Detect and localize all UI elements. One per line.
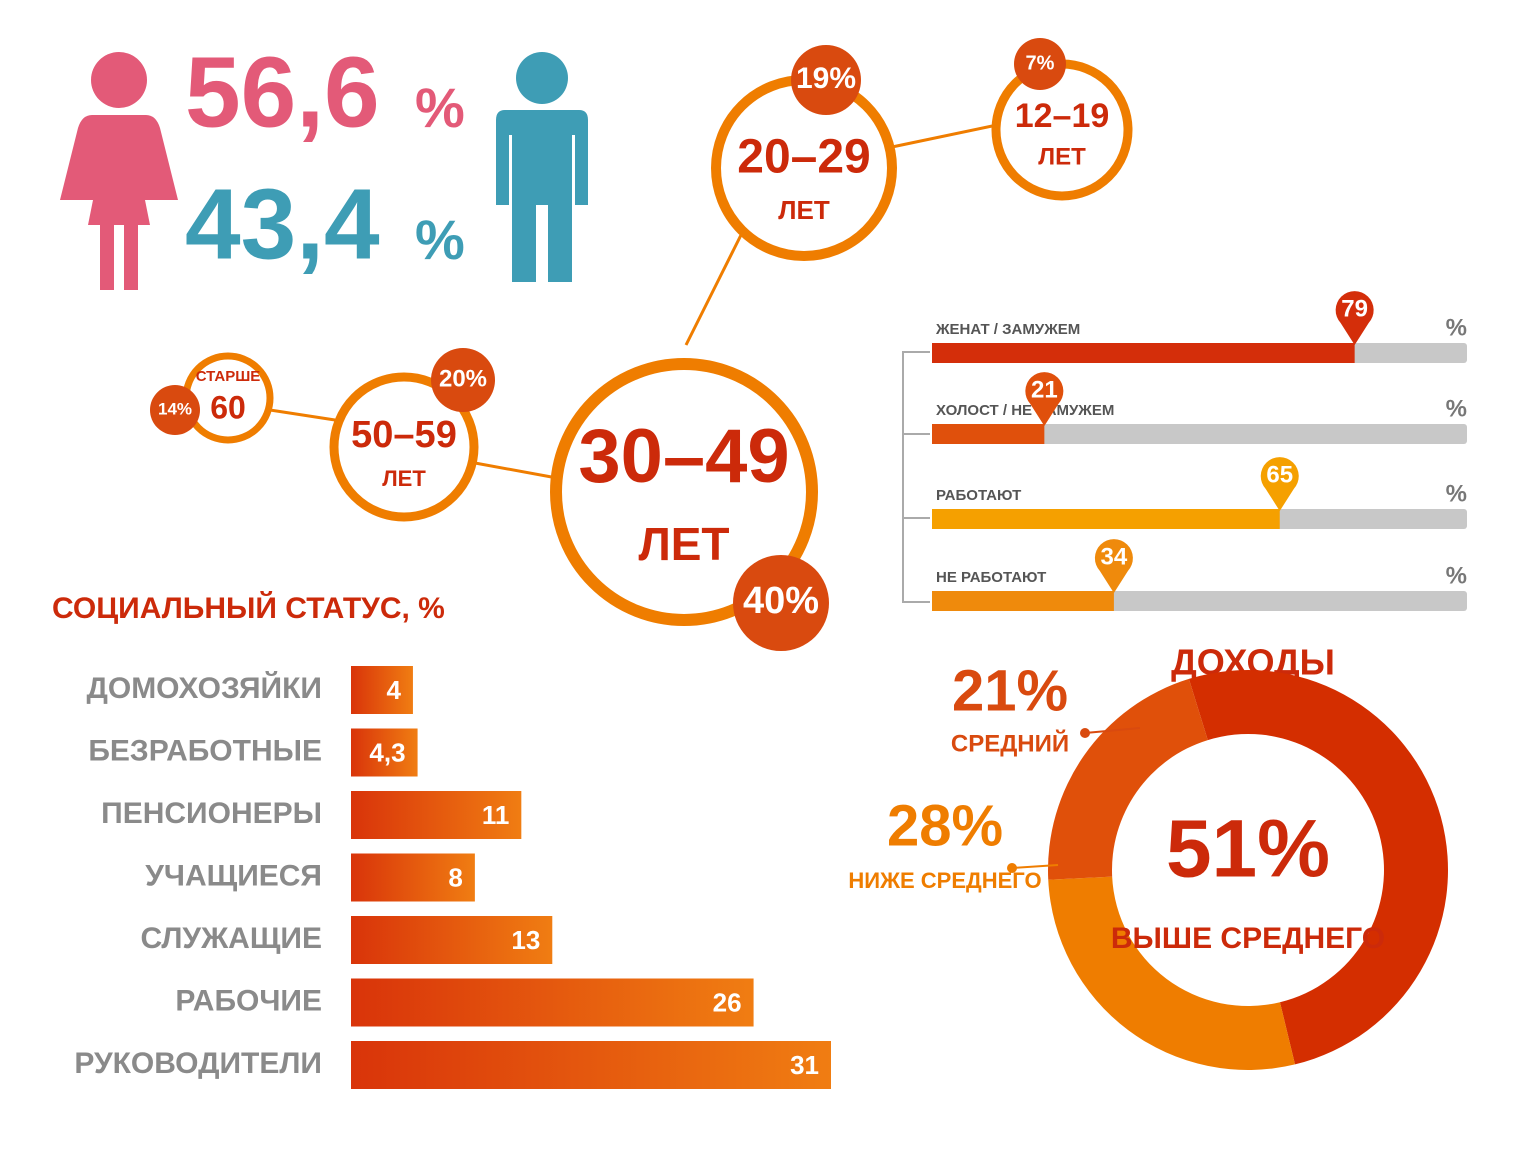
age-label: 12–19 bbox=[1015, 97, 1110, 135]
connector bbox=[269, 408, 336, 422]
unit-label: % bbox=[1446, 480, 1467, 507]
category-label: ВЫШЕ СРЕДНЕГО bbox=[1111, 922, 1385, 955]
bar bbox=[351, 853, 475, 902]
value-label: 8 bbox=[448, 862, 462, 892]
category-label: СЛУЖАЩИЕ bbox=[140, 922, 322, 955]
connector bbox=[474, 461, 558, 480]
percent-sign: % bbox=[415, 76, 465, 139]
category-label: УЧАЩИЕСЯ bbox=[145, 859, 322, 892]
bar bbox=[351, 978, 754, 1027]
value-label: 4 bbox=[386, 675, 401, 705]
category-label: РАБОЧИЕ bbox=[175, 984, 322, 1017]
category-label: СРЕДНИЙ bbox=[951, 729, 1069, 757]
unit-label: % bbox=[1446, 562, 1467, 589]
category-label: БЕЗРАБОТНЫЕ bbox=[88, 734, 322, 767]
category-label: РУКОВОДИТЕЛИ bbox=[74, 1047, 322, 1080]
age-groups: 30–49 ЛЕТ 40% 20–29 ЛЕТ 19% 12–19 ЛЕТ 7% 50–59 ЛЕТ… bbox=[150, 38, 1133, 651]
donut-segment bbox=[1048, 678, 1208, 880]
donut-segment bbox=[1048, 876, 1295, 1070]
pin bbox=[1025, 372, 1064, 426]
value-label: 51% bbox=[1166, 804, 1330, 895]
value-label: 31 bbox=[790, 1050, 819, 1080]
bar bbox=[351, 916, 553, 964]
age-label: 60 bbox=[210, 389, 246, 425]
leader-dot bbox=[1007, 863, 1017, 873]
pin bbox=[1094, 539, 1133, 593]
bar bbox=[932, 343, 1355, 363]
category-label: НИЖЕ СРЕДНЕГО bbox=[848, 868, 1041, 893]
unit-label: % bbox=[1446, 395, 1467, 422]
value-label: 65 bbox=[1266, 461, 1293, 488]
social-chart: ДОМОХОЗЯЙКИ 4 БЕЗРАБОТНЫЕ 4,3 ПЕНСИОНЕРЫ 11 УЧ… bbox=[74, 666, 831, 1089]
bar bbox=[351, 728, 418, 777]
female-icon bbox=[60, 52, 178, 290]
leader-dot bbox=[1080, 728, 1090, 738]
age-unit: ЛЕТ bbox=[638, 518, 729, 570]
value-label: 79 bbox=[1341, 295, 1368, 322]
category-label: ПЕНСИОНЕРЫ bbox=[101, 797, 322, 830]
track bbox=[932, 424, 1467, 444]
pin bbox=[1335, 291, 1374, 345]
age-unit: ЛЕТ bbox=[1038, 143, 1086, 170]
age-ring bbox=[550, 358, 818, 626]
value-label: 4,3 bbox=[369, 737, 405, 767]
connector bbox=[684, 232, 744, 346]
age-label: 20–29 bbox=[737, 131, 870, 184]
share-bubble bbox=[791, 45, 861, 115]
share-label: 20% bbox=[439, 365, 487, 392]
connector bbox=[891, 123, 998, 149]
category-label: ДОМОХОЗЯЙКИ bbox=[86, 671, 322, 705]
share-bubble bbox=[1014, 38, 1066, 90]
male-share: 43,4 bbox=[185, 168, 380, 280]
age-label: 50–59 bbox=[351, 414, 457, 456]
value-label: 28% bbox=[887, 793, 1003, 858]
age-label: 30–49 bbox=[578, 414, 789, 499]
male-icon bbox=[496, 52, 588, 282]
age-unit: ЛЕТ bbox=[382, 466, 426, 491]
leader bbox=[1084, 727, 1141, 734]
percent-sign: % bbox=[415, 208, 465, 271]
pin bbox=[1260, 457, 1299, 511]
age-unit: ЛЕТ bbox=[778, 195, 830, 225]
bar bbox=[351, 666, 413, 714]
age-ring bbox=[329, 372, 479, 522]
value-label: 21% bbox=[952, 658, 1068, 723]
share-label: 19% bbox=[796, 62, 856, 95]
category-label: НЕ РАБОТАЮТ bbox=[936, 569, 1046, 586]
value-label: 34 bbox=[1101, 543, 1128, 570]
bar bbox=[351, 791, 522, 839]
share-bubble bbox=[150, 385, 200, 435]
leader bbox=[1011, 864, 1059, 869]
share-label: 14% bbox=[158, 399, 192, 418]
bar bbox=[932, 509, 1280, 529]
category-label: РАБОТАЮТ bbox=[936, 487, 1021, 504]
female-share: 56,6 bbox=[185, 36, 380, 148]
income-chart: 51% ВЫШЕ СРЕДНЕГО 28% НИЖЕ СРЕДНЕГО 21% СРЕДН… bbox=[848, 658, 1449, 1070]
bar bbox=[351, 1041, 831, 1089]
bar bbox=[932, 591, 1114, 611]
value-label: 13 bbox=[511, 925, 540, 955]
unit-label: % bbox=[1446, 314, 1467, 341]
share-label: 7% bbox=[1026, 52, 1055, 74]
category-label: ЖЕНАТ / ЗАМУЖЕМ bbox=[935, 321, 1080, 338]
category-label: ХОЛОСТ / НЕ ЗАМУЖЕМ bbox=[936, 402, 1114, 419]
value-label: 21 bbox=[1031, 376, 1058, 403]
share-bubble bbox=[431, 348, 495, 412]
bracket bbox=[902, 351, 930, 603]
chart-title: СОЦИАЛЬНЫЙ СТАТУС, % bbox=[52, 591, 445, 625]
value-label: 26 bbox=[713, 987, 742, 1017]
share-bubble bbox=[733, 555, 829, 651]
value-label: 11 bbox=[482, 800, 510, 830]
age-prefix: СТАРШЕ bbox=[196, 368, 261, 385]
donut-segment bbox=[1188, 669, 1449, 1065]
status-chart: ЖЕНАТ / ЗАМУЖЕМ % 79 ХОЛОСТ / НЕ ЗАМУЖЕМ % 21… bbox=[932, 291, 1467, 611]
share-label: 40% bbox=[743, 580, 819, 622]
bar bbox=[932, 424, 1045, 444]
